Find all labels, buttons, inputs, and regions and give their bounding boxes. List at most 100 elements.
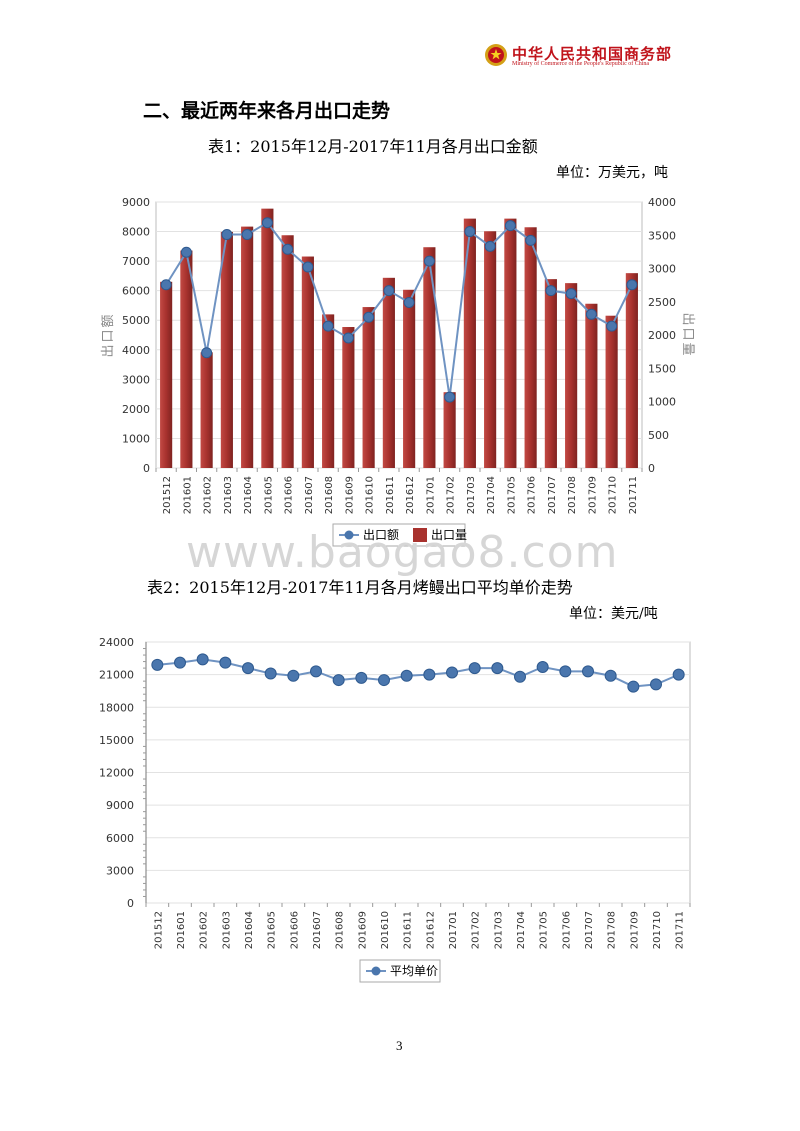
x-tick-label: 201611: [385, 476, 396, 514]
x-tick-label: 201609: [344, 476, 355, 514]
y-tick-label: 6000: [106, 832, 134, 845]
x-tick-label: 201608: [324, 476, 335, 514]
x-tick-label: 201601: [176, 911, 187, 949]
legend-marker: [344, 530, 354, 540]
data-point: [604, 669, 617, 682]
y-tick-label: 15000: [99, 734, 134, 747]
x-tick-label: 201704: [516, 911, 527, 949]
data-point: [484, 240, 496, 252]
data-point: [383, 285, 395, 297]
data-point: [464, 226, 476, 238]
data-point: [287, 669, 300, 682]
y-tick-label: 8000: [122, 226, 150, 239]
bar: [241, 226, 254, 468]
data-point: [332, 674, 345, 687]
bar: [403, 289, 416, 468]
data-point: [196, 653, 209, 666]
data-point: [491, 662, 504, 675]
bar: [565, 283, 578, 468]
bar: [160, 281, 173, 468]
bar: [423, 247, 436, 468]
bar: [443, 392, 456, 468]
data-point: [626, 279, 638, 291]
org-name: 中华人民共和国商务部: [512, 45, 673, 63]
y2-axis-label: 出口量: [680, 312, 695, 357]
x-tick-label: 201612: [405, 476, 416, 514]
bar: [322, 314, 335, 468]
y2-tick-label: 0: [648, 462, 655, 475]
bar: [484, 231, 497, 468]
data-point: [672, 668, 685, 681]
bar: [342, 327, 355, 468]
x-tick-label: 201602: [199, 911, 210, 949]
data-point: [514, 670, 526, 683]
x-tick-label: 201705: [539, 911, 550, 949]
y2-tick-label: 3500: [648, 229, 676, 242]
bar: [180, 250, 193, 468]
data-point: [650, 678, 662, 691]
legend-label: 平均单价: [390, 964, 438, 978]
x-tick-label: 201606: [284, 476, 295, 514]
data-point: [559, 665, 572, 678]
y2-tick-label: 1500: [648, 362, 676, 375]
x-tick-label: 201604: [243, 476, 254, 514]
x-tick-label: 201710: [652, 911, 663, 949]
x-tick-label: 201702: [471, 911, 482, 949]
x-tick-label: 201605: [263, 476, 274, 514]
data-point: [151, 658, 164, 671]
legend-label: 出口量: [431, 528, 467, 542]
x-tick-label: 201706: [527, 476, 538, 514]
page-number: 3: [396, 1038, 403, 1053]
legend-label: 出口额: [363, 528, 399, 542]
bar: [605, 315, 618, 468]
x-tick-label: 201610: [365, 476, 376, 514]
y2-tick-label: 4000: [648, 196, 676, 209]
y-axis-label: 出口额: [101, 312, 116, 357]
y-tick-label: 6000: [122, 285, 150, 298]
legend-marker: [371, 966, 381, 976]
table2-unit: 单位：美元/吨: [569, 606, 658, 622]
data-point: [282, 243, 294, 255]
data-point: [219, 656, 232, 669]
legend: [359, 959, 441, 983]
data-point: [403, 296, 415, 308]
x-tick-label: 201701: [448, 911, 459, 949]
data-point: [242, 662, 254, 675]
data-point: [302, 261, 314, 273]
x-tick-label: 201512: [153, 911, 164, 949]
data-point: [363, 311, 375, 323]
y-tick-label: 18000: [99, 701, 134, 714]
y-tick-label: 7000: [122, 255, 150, 268]
x-tick-label: 201605: [267, 911, 278, 949]
bar: [625, 273, 638, 468]
data-point: [174, 656, 186, 669]
price-chart: 0 3000 6000 9000 12000 15000 18000 21000 24000 20…: [99, 636, 691, 983]
data-point: [536, 661, 549, 674]
bar: [504, 218, 517, 468]
data-point: [310, 665, 322, 678]
x-tick-label: 201707: [584, 911, 595, 949]
y-tick-label: 5000: [122, 314, 150, 327]
x-tick-label: 201709: [629, 911, 640, 949]
x-tick-label: 201607: [312, 911, 323, 949]
watermark: www.baogao8.com: [186, 527, 619, 578]
table1-unit: 单位：万美元，吨: [556, 165, 668, 181]
x-tick-label: 201609: [357, 911, 368, 949]
x-tick-label: 201608: [335, 911, 346, 949]
y2-tick-label: 2000: [648, 329, 676, 342]
y-tick-label: 4000: [122, 344, 150, 357]
table1-caption: 表1：2015年12月-2017年11月各月出口金额: [208, 137, 538, 156]
export-chart: 0 1000 2000 3000 4000 5000 6000 7000 8000 9000 0 50…: [101, 196, 695, 547]
bar: [524, 227, 537, 468]
bar: [200, 352, 213, 468]
bar: [281, 235, 294, 468]
bar: [463, 218, 476, 468]
data-point: [241, 229, 253, 241]
x-tick-label: 201711: [675, 911, 686, 949]
x-tick-label: 201708: [567, 476, 578, 514]
x-tick-label: 201707: [547, 476, 558, 514]
x-tick-label: 201606: [289, 911, 300, 949]
bar: [301, 256, 314, 468]
x-tick-label: 201711: [628, 476, 639, 514]
plot-area: [155, 201, 643, 469]
